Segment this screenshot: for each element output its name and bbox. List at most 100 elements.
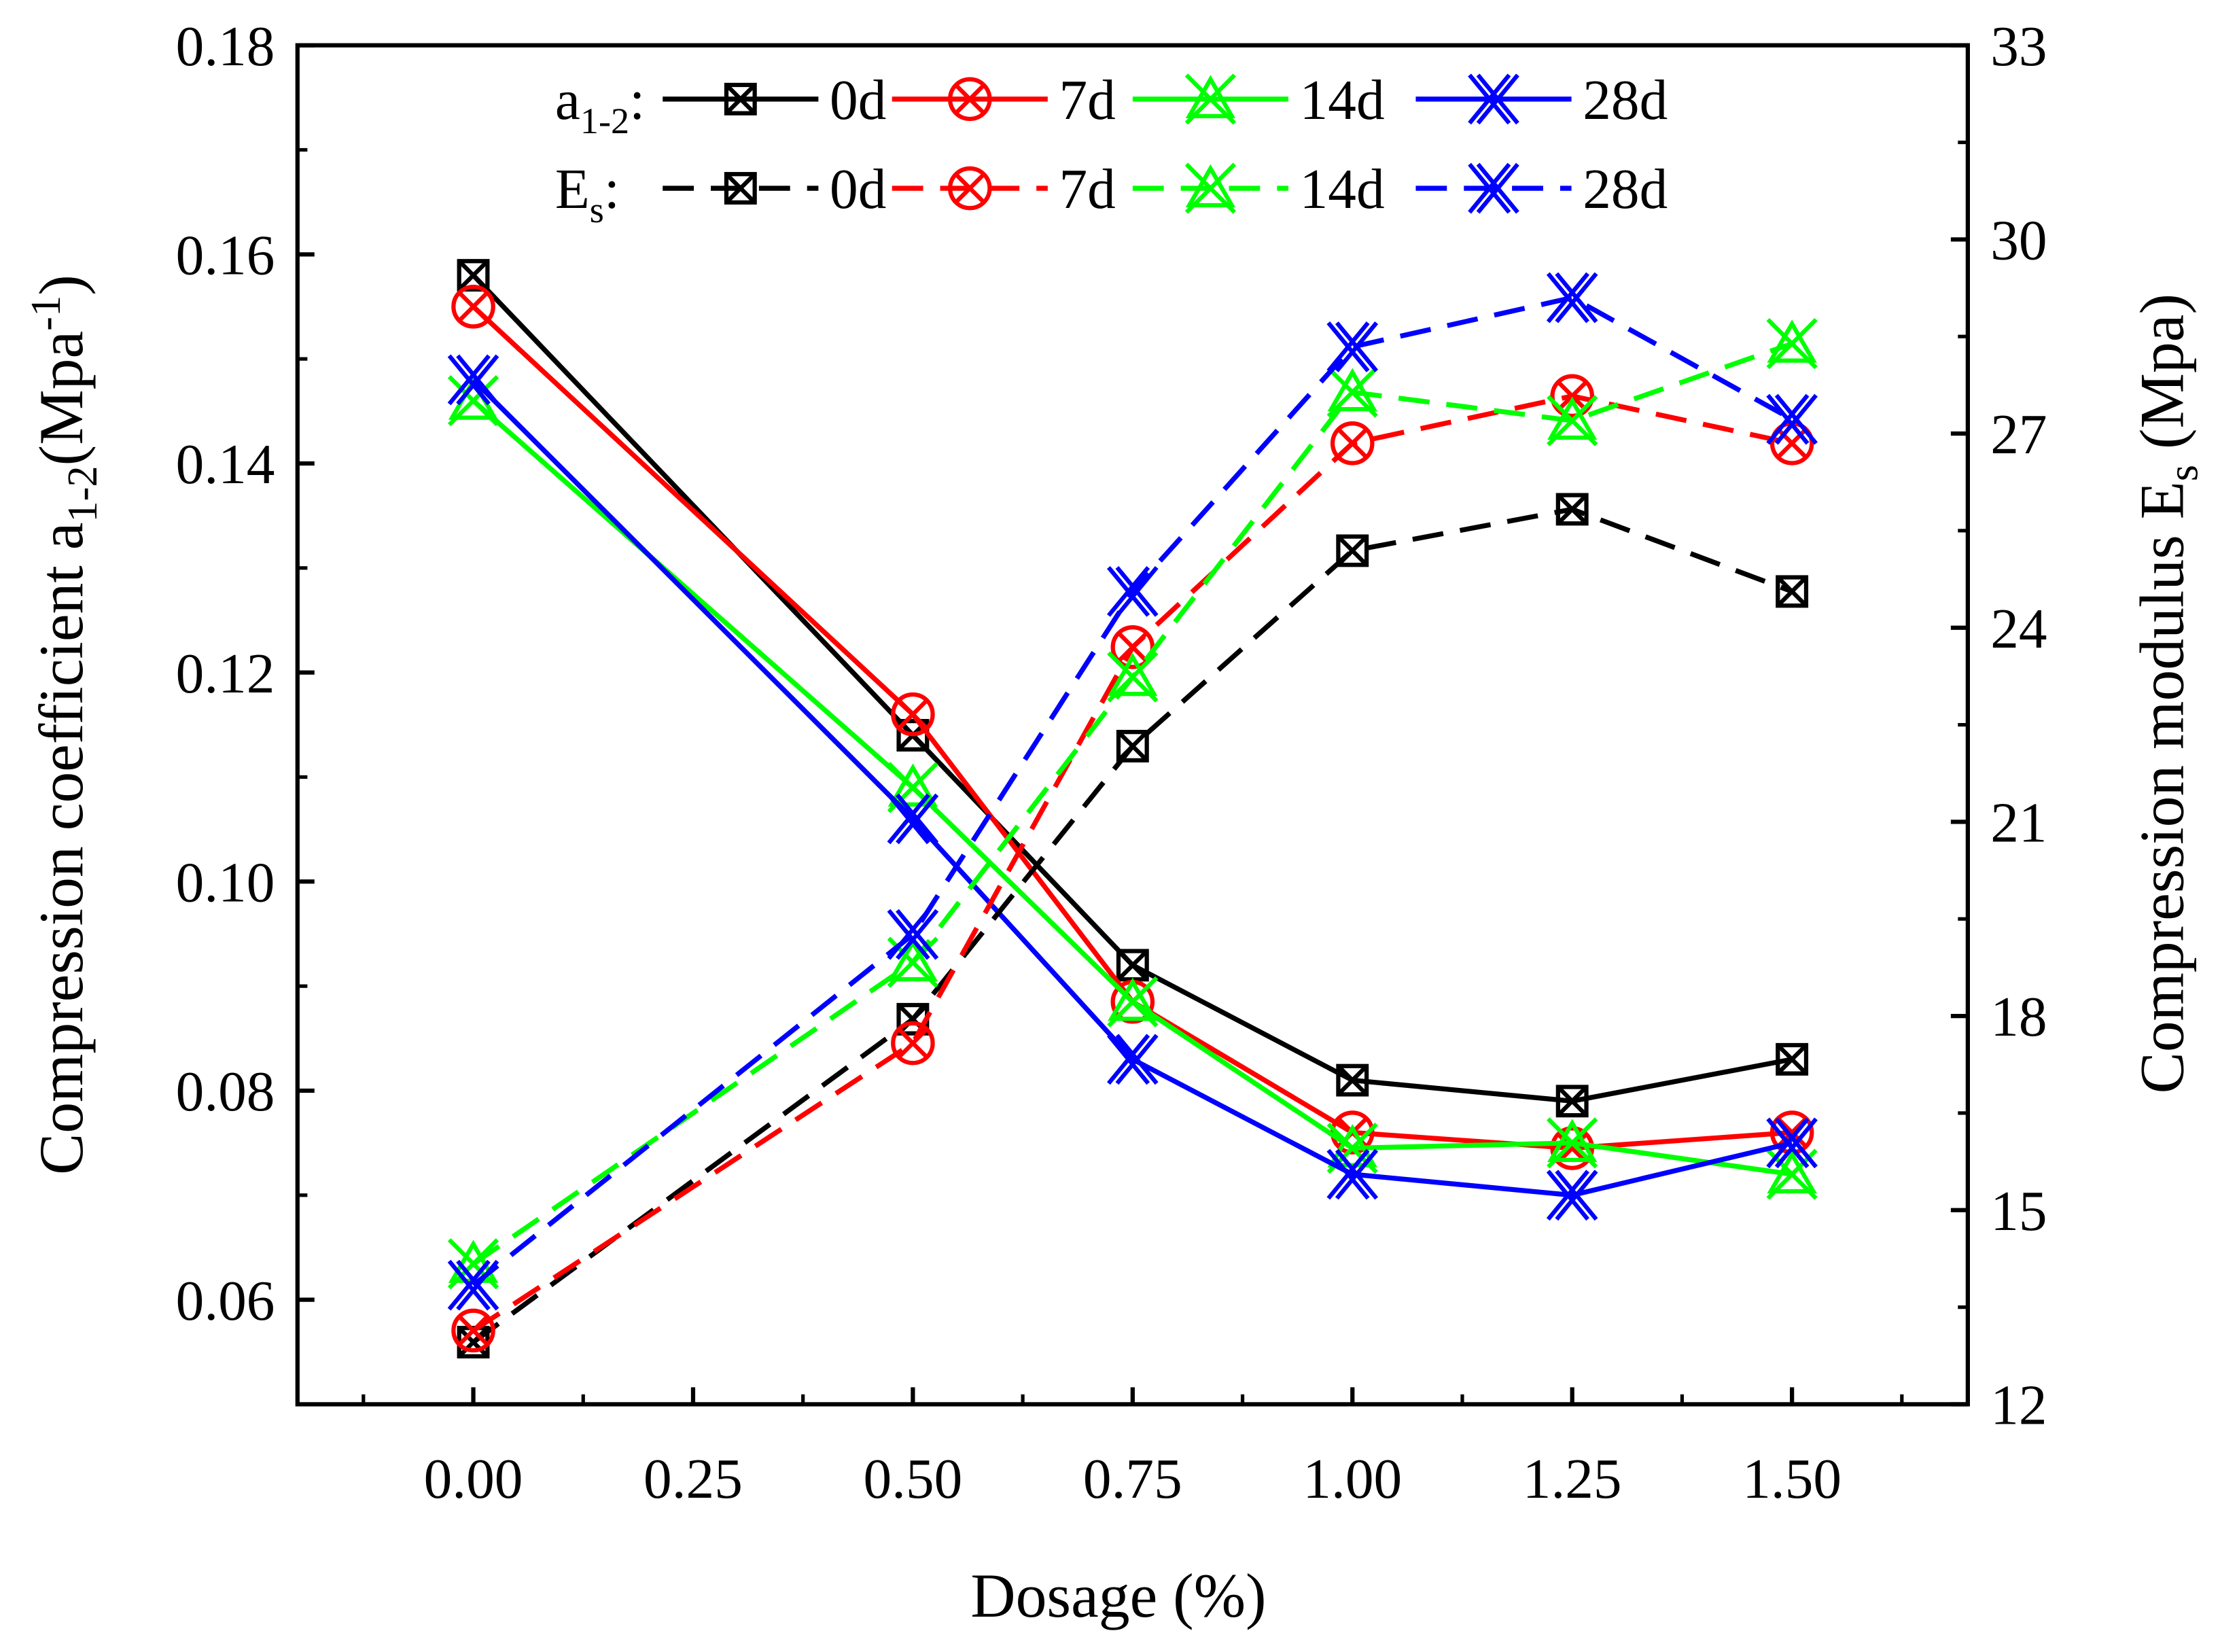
y-right-tick-label: 21 xyxy=(1990,792,2047,855)
data-point-marker-cross xyxy=(447,1238,499,1290)
series-line xyxy=(472,295,1793,1288)
data-point-marker-cross xyxy=(457,1326,489,1358)
data-point-marker xyxy=(1326,321,1379,372)
y-right-tick-label: 33 xyxy=(1990,16,2047,78)
series-es-7d xyxy=(451,374,1814,1353)
y-left-tick-label: 0.18 xyxy=(176,16,275,78)
x-tick-label: 0.25 xyxy=(644,1448,743,1511)
y-left-tick-label: 0.08 xyxy=(176,1061,275,1123)
series-a12-0d xyxy=(457,259,1809,1118)
legend-marker-cross xyxy=(724,83,756,115)
data-point-marker xyxy=(1327,368,1377,412)
legend-item-a12-7d: 7d xyxy=(892,69,1116,132)
data-point-marker xyxy=(1326,1148,1379,1200)
y-right-tick-label: 27 xyxy=(1990,404,2047,466)
legend-marker xyxy=(947,77,992,122)
data-point-marker-cross xyxy=(1116,949,1148,981)
legend-label: 14d xyxy=(1300,69,1385,132)
data-point-marker xyxy=(1555,493,1589,526)
data-point-marker-cross xyxy=(1776,1043,1808,1075)
legend-marker-cross xyxy=(1184,162,1237,214)
series-a12-28d xyxy=(447,354,1818,1221)
data-point-marker xyxy=(451,1308,495,1353)
series-a12-14d xyxy=(447,375,1818,1200)
y-right-tick-label: 15 xyxy=(1990,1180,2047,1243)
x-tick-label: 0.75 xyxy=(1083,1448,1182,1511)
y-left-tick-label: 0.12 xyxy=(176,643,275,705)
legend-item-es-28d: 28d xyxy=(1415,158,1668,221)
data-point-marker-cross xyxy=(1556,380,1588,412)
data-point-marker-cross xyxy=(1337,1064,1369,1096)
legend-label: 7d xyxy=(1059,69,1116,132)
data-point-marker xyxy=(1336,534,1369,567)
x-tick-label: 0.50 xyxy=(863,1448,962,1511)
legend-label: 14d xyxy=(1300,158,1385,221)
data-point-marker xyxy=(1776,575,1809,608)
data-point-marker xyxy=(1336,1064,1369,1097)
data-point-marker xyxy=(1108,652,1158,697)
data-point-marker-cross xyxy=(1116,631,1148,663)
data-point-marker xyxy=(887,938,938,982)
data-point-marker-cross xyxy=(1107,976,1159,1027)
data-point-marker xyxy=(1546,1170,1598,1221)
series-line xyxy=(471,378,1793,1198)
legend-es-header: Es: xyxy=(555,158,620,230)
data-point-marker-cross xyxy=(457,1314,489,1346)
data-point-marker xyxy=(1546,272,1598,323)
legend-item-es-7d: 7d xyxy=(892,158,1116,221)
data-point-marker-cross xyxy=(1547,395,1598,446)
y-right-tick-label: 12 xyxy=(1990,1375,2047,1437)
data-point-marker xyxy=(891,692,935,737)
data-point-marker-cross xyxy=(1337,535,1369,567)
legend-marker-cross xyxy=(954,83,986,115)
x-tick-label: 1.50 xyxy=(1742,1448,1842,1511)
legend-item-a12-28d: 28d xyxy=(1415,69,1668,132)
y-right-tick-label: 24 xyxy=(1990,598,2047,661)
legend-marker xyxy=(947,166,992,211)
data-point-marker xyxy=(1555,1085,1589,1118)
data-point-marker xyxy=(887,909,939,960)
legend-label: 28d xyxy=(1583,69,1668,132)
series-line xyxy=(472,506,1793,1344)
data-point-marker xyxy=(1108,977,1158,1021)
data-point-marker xyxy=(1116,730,1149,762)
legend-item-es-14d: 14d xyxy=(1132,158,1385,221)
data-point-marker xyxy=(891,1021,935,1066)
legend-marker xyxy=(1468,73,1519,125)
legend-item-a12-0d: 0d xyxy=(663,69,886,132)
legend-marker xyxy=(1185,75,1236,118)
legend-marker-cross xyxy=(954,173,986,205)
legend-marker-cross xyxy=(724,173,756,205)
x-tick-label: 1.25 xyxy=(1523,1448,1622,1511)
data-point-marker-cross xyxy=(1556,493,1588,525)
legend-marker xyxy=(724,172,757,205)
y-right-axis-label: Compression modulus Es (Mpa) xyxy=(2128,294,2207,1093)
data-point-marker-cross xyxy=(1107,651,1159,703)
legend-marker-cross xyxy=(1184,73,1237,125)
legend-item-a12-14d: 14d xyxy=(1132,69,1385,132)
data-point-marker-cross xyxy=(1326,366,1378,418)
data-point-marker xyxy=(447,354,499,406)
data-point-marker-cross xyxy=(1116,730,1148,762)
data-point-marker xyxy=(1107,1034,1159,1085)
legend-a12-header: a1-2: xyxy=(555,69,645,141)
series-es-14d xyxy=(447,318,1818,1290)
x-tick-label: 1.00 xyxy=(1303,1448,1402,1511)
x-tick-label: 0.00 xyxy=(424,1448,523,1511)
data-point-marker-cross xyxy=(1556,1085,1588,1117)
legend-marker xyxy=(1468,162,1519,214)
data-point-marker xyxy=(457,259,490,292)
data-point-marker-cross xyxy=(447,375,499,427)
data-point-marker xyxy=(1547,1119,1598,1163)
data-point-marker-cross xyxy=(1776,576,1808,608)
legend-marker xyxy=(724,82,757,116)
series-line xyxy=(471,273,1793,1104)
series-line xyxy=(472,304,1793,1151)
series-es-28d xyxy=(447,272,1818,1311)
data-point-marker xyxy=(887,763,938,807)
plot-frame xyxy=(295,43,1970,1407)
data-point-marker-cross xyxy=(457,260,489,292)
data-point-marker xyxy=(1327,1124,1377,1167)
data-point-marker xyxy=(1550,374,1594,419)
